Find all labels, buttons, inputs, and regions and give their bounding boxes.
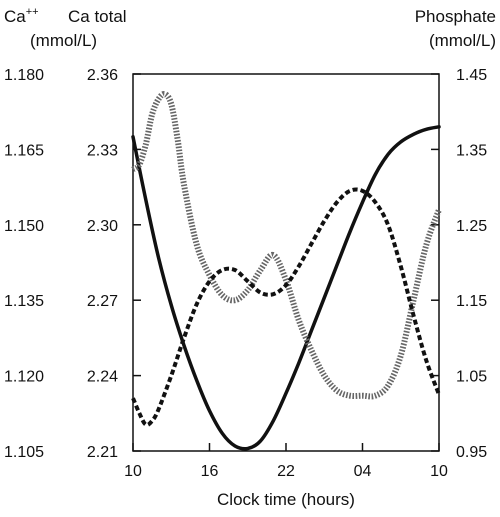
ca-total-tick-label: 2.27 [87, 293, 118, 310]
x-tick-label: 16 [201, 463, 219, 480]
ca-ion-tick-label: 1.180 [4, 67, 44, 84]
ca-total-tick-label: 2.24 [87, 369, 118, 386]
phosphate-tick-label: 0.95 [456, 444, 487, 461]
ca-total-axis-title: Ca total [68, 7, 127, 26]
ca-ion-tick-label: 1.105 [4, 444, 44, 461]
ca-total-series-line [131, 125, 441, 451]
phosphate-tick-labels: 1.45 1.35 1.25 1.15 1.05 0.95 [456, 67, 487, 461]
axis-titles: Ca++ (mmol/L) Ca total Phosphate (mmol/L… [4, 6, 496, 50]
ca-ion-tick-labels: 1.180 1.165 1.150 1.135 1.120 1.105 [4, 67, 44, 461]
phosphate-axis-title: Phosphate [415, 7, 496, 26]
x-tick-label: 10 [124, 463, 142, 480]
phosphate-tick-label: 1.25 [456, 218, 487, 235]
x-tick-label: 10 [430, 463, 448, 480]
phosphate-axis-unit: (mmol/L) [429, 31, 496, 50]
x-tick-labels: 10 16 22 04 10 [124, 463, 448, 480]
ca-ion-tick-label: 1.120 [4, 369, 44, 386]
phosphate-tick-label: 1.15 [456, 293, 487, 310]
ca-ion-series-line [131, 90, 442, 400]
series-layer [131, 90, 442, 451]
ca-ion-axis-title: Ca++ [4, 6, 39, 26]
tick-marks [132, 73, 440, 452]
ca-ion-tick-label: 1.135 [4, 293, 44, 310]
ca-total-tick-label: 2.21 [87, 444, 118, 461]
phosphate-tick-label: 1.05 [456, 369, 487, 386]
ca-total-tick-labels: 2.36 2.33 2.30 2.27 2.24 2.21 [87, 67, 118, 461]
ca-ion-axis-unit: (mmol/L) [30, 31, 97, 50]
phosphate-tick-label: 1.45 [456, 67, 487, 84]
ca-total-tick-label: 2.36 [87, 67, 118, 84]
ca-ion-tick-label: 1.150 [4, 218, 44, 235]
ca-ion-tick-label: 1.165 [4, 142, 44, 159]
x-tick-label: 22 [277, 463, 295, 480]
ca-ion-superscript: ++ [26, 6, 39, 18]
x-tick-label: 04 [354, 463, 372, 480]
x-axis-label: Clock time (hours) [217, 490, 355, 509]
phosphate-series-line [131, 187, 441, 427]
phosphate-tick-label: 1.35 [456, 142, 487, 159]
ca-total-tick-label: 2.30 [87, 218, 118, 235]
ca-total-tick-label: 2.33 [87, 142, 118, 159]
